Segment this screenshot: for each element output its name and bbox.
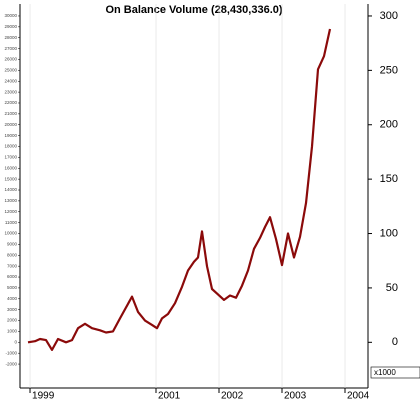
y-tick-label: 4000 (7, 296, 18, 301)
y2-tick-label: 0 (392, 336, 398, 348)
y-tick-label: 1000 (7, 329, 18, 334)
y-tick-label: 23000 (4, 89, 17, 94)
x-tick-label: 2001 (158, 391, 181, 400)
y-tick-label: 12000 (4, 209, 17, 214)
y-tick-label: 19000 (4, 133, 17, 138)
y-tick-label: 29000 (4, 24, 17, 29)
y2-tick-label: 50 (386, 282, 398, 294)
y-tick-label: 26000 (4, 57, 17, 62)
y-tick-label: 24000 (4, 78, 17, 83)
obv-line (27, 28, 332, 351)
x-tick-label: 2003 (284, 391, 307, 400)
y-tick-label: 25000 (4, 68, 17, 73)
y-tick-label: 13000 (4, 198, 17, 203)
y-tick-label: 8000 (7, 252, 18, 257)
x-tick-label: 1999 (32, 391, 55, 400)
x-tick-label: 2002 (221, 391, 244, 400)
y-tick-label: 2000 (7, 318, 18, 323)
y-tick-label: -2000 (5, 361, 17, 366)
y2-tick-label: 100 (380, 227, 398, 239)
unit-box (370, 366, 420, 379)
y-tick-label: 11000 (5, 220, 18, 225)
y-tick-label: 10000 (4, 231, 17, 236)
y-tick-label: 18000 (4, 144, 17, 149)
y2-tick-label: 300 (380, 10, 398, 22)
y-tick-label: 27000 (4, 46, 17, 51)
y-tick-label: 6000 (7, 274, 18, 279)
y2-tick-label: 200 (380, 119, 398, 131)
y-tick-label: 5000 (7, 285, 18, 290)
y-tick-label: 17000 (4, 155, 17, 160)
y2-unit-label: x1000 (374, 368, 396, 377)
y-tick-label: 9000 (7, 242, 18, 247)
y-tick-label: 20000 (4, 122, 17, 127)
y-tick-label: 30000 (4, 13, 17, 18)
y-tick-label: 16000 (4, 165, 17, 170)
y2-tick-label: 250 (380, 64, 398, 76)
y-tick-label: 0 (14, 339, 17, 344)
x-tick-label: 2004 (347, 391, 370, 400)
y-tick-label: 3000 (7, 307, 18, 312)
y-tick-label: 21000 (4, 111, 17, 116)
chart-title: On Balance Volume (28,430,336.0) (105, 4, 282, 16)
y-tick-label: 22000 (4, 100, 17, 105)
y-tick-label: -1000 (5, 350, 17, 355)
y-tick-label: 14000 (4, 187, 17, 192)
y-tick-label: 28000 (4, 35, 17, 40)
y2-tick-label: 150 (380, 173, 398, 185)
y-tick-label: 7000 (7, 263, 18, 268)
y-tick-label: 15000 (4, 176, 17, 181)
